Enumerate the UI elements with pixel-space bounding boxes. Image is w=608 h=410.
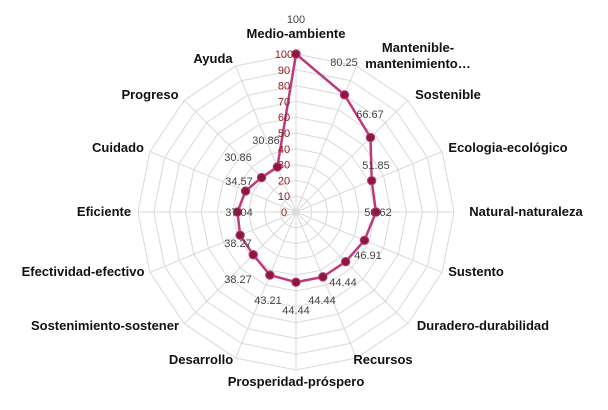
category-label: Medio-ambiente: [247, 26, 346, 41]
category-label: Sustento: [448, 264, 504, 279]
data-point: [291, 277, 301, 287]
radar-series: [232, 49, 381, 287]
category-label: Sostenible: [415, 87, 481, 102]
radial-tick-label: 40: [278, 144, 290, 156]
value-label: 38.27: [224, 274, 252, 286]
radar-value-labels: 10080.2566.6751.8550.6246.9144.4444.4444…: [224, 14, 392, 317]
value-label: 44.44: [308, 295, 336, 307]
radial-tick-label: 80: [278, 81, 290, 93]
value-label: 44.44: [329, 277, 357, 289]
spoke-line: [295, 65, 357, 213]
spoke-line: [235, 211, 297, 359]
radial-tick-label: 10: [278, 191, 290, 203]
radial-tick-label: 50: [278, 128, 290, 140]
spoke-line: [295, 211, 443, 273]
spoke-line: [183, 99, 297, 213]
data-point: [272, 162, 283, 172]
radial-tick-label: 20: [278, 175, 290, 187]
spoke-line: [295, 99, 409, 213]
radial-tick-label: 60: [278, 112, 290, 124]
data-point: [366, 175, 377, 186]
spoke-line: [295, 211, 357, 359]
category-label: Natural-naturaleza: [469, 204, 583, 219]
data-point: [232, 207, 243, 217]
value-label: 50.62: [364, 207, 392, 219]
data-point: [265, 270, 275, 280]
value-label: 43.21: [254, 295, 282, 307]
category-label: Ayuda: [193, 51, 233, 66]
radial-tick-label: 100: [275, 49, 293, 61]
data-point: [256, 172, 267, 183]
radar-category-labels: Medio-ambiente Mantenible-mantenimiento… S…: [22, 26, 584, 389]
category-label: Ecologia-ecológico: [448, 140, 567, 155]
spoke-line: [295, 211, 409, 325]
data-point: [371, 207, 381, 217]
data-point: [318, 272, 328, 282]
value-label: 66.67: [356, 109, 384, 121]
radar-spokes: [138, 54, 454, 370]
value-label: 46.91: [354, 250, 382, 262]
value-label: 100: [287, 14, 305, 26]
value-label: 37.04: [225, 207, 253, 219]
value-label: 30.86: [252, 135, 280, 147]
data-point: [235, 230, 245, 240]
data-point: [340, 256, 351, 267]
radar-tick-labels: 0 10 20 30 40 50 60 70 80 90 100: [275, 49, 293, 219]
category-label: Recursos: [353, 352, 412, 367]
radial-tick-label: 70: [278, 96, 290, 108]
data-point: [240, 186, 251, 196]
spoke-line: [149, 151, 297, 213]
spoke-line: [235, 65, 297, 213]
value-label: 51.85: [362, 160, 390, 172]
spoke-line: [149, 211, 297, 273]
value-label: 80.25: [330, 57, 358, 69]
value-label: 38.27: [224, 238, 252, 250]
radial-tick-label: 30: [278, 160, 290, 172]
value-label: 30.86: [224, 152, 252, 164]
category-label: Prosperidad-próspero: [228, 374, 365, 389]
value-label: 34.57: [225, 176, 253, 188]
category-label: Sostenimiento-sostener: [31, 318, 179, 333]
category-label: Cuidado: [92, 140, 144, 155]
spoke-line: [183, 211, 297, 325]
category-label: Efectividad-efectivo: [22, 264, 145, 279]
category-label: Desarrollo: [169, 352, 233, 367]
category-label: Duradero-durabilidad: [417, 318, 549, 333]
data-point: [359, 235, 370, 246]
value-label: 44.44: [282, 305, 310, 317]
data-point: [291, 49, 301, 59]
category-label: Eficiente: [77, 204, 131, 219]
category-label: Mantenible-mantenimiento…: [365, 40, 470, 71]
radial-tick-label: 0: [281, 207, 287, 219]
data-point: [365, 132, 376, 143]
data-point: [248, 250, 258, 260]
radial-tick-label: 90: [278, 65, 290, 77]
category-label: Progreso: [121, 87, 178, 102]
data-point: [339, 90, 350, 100]
